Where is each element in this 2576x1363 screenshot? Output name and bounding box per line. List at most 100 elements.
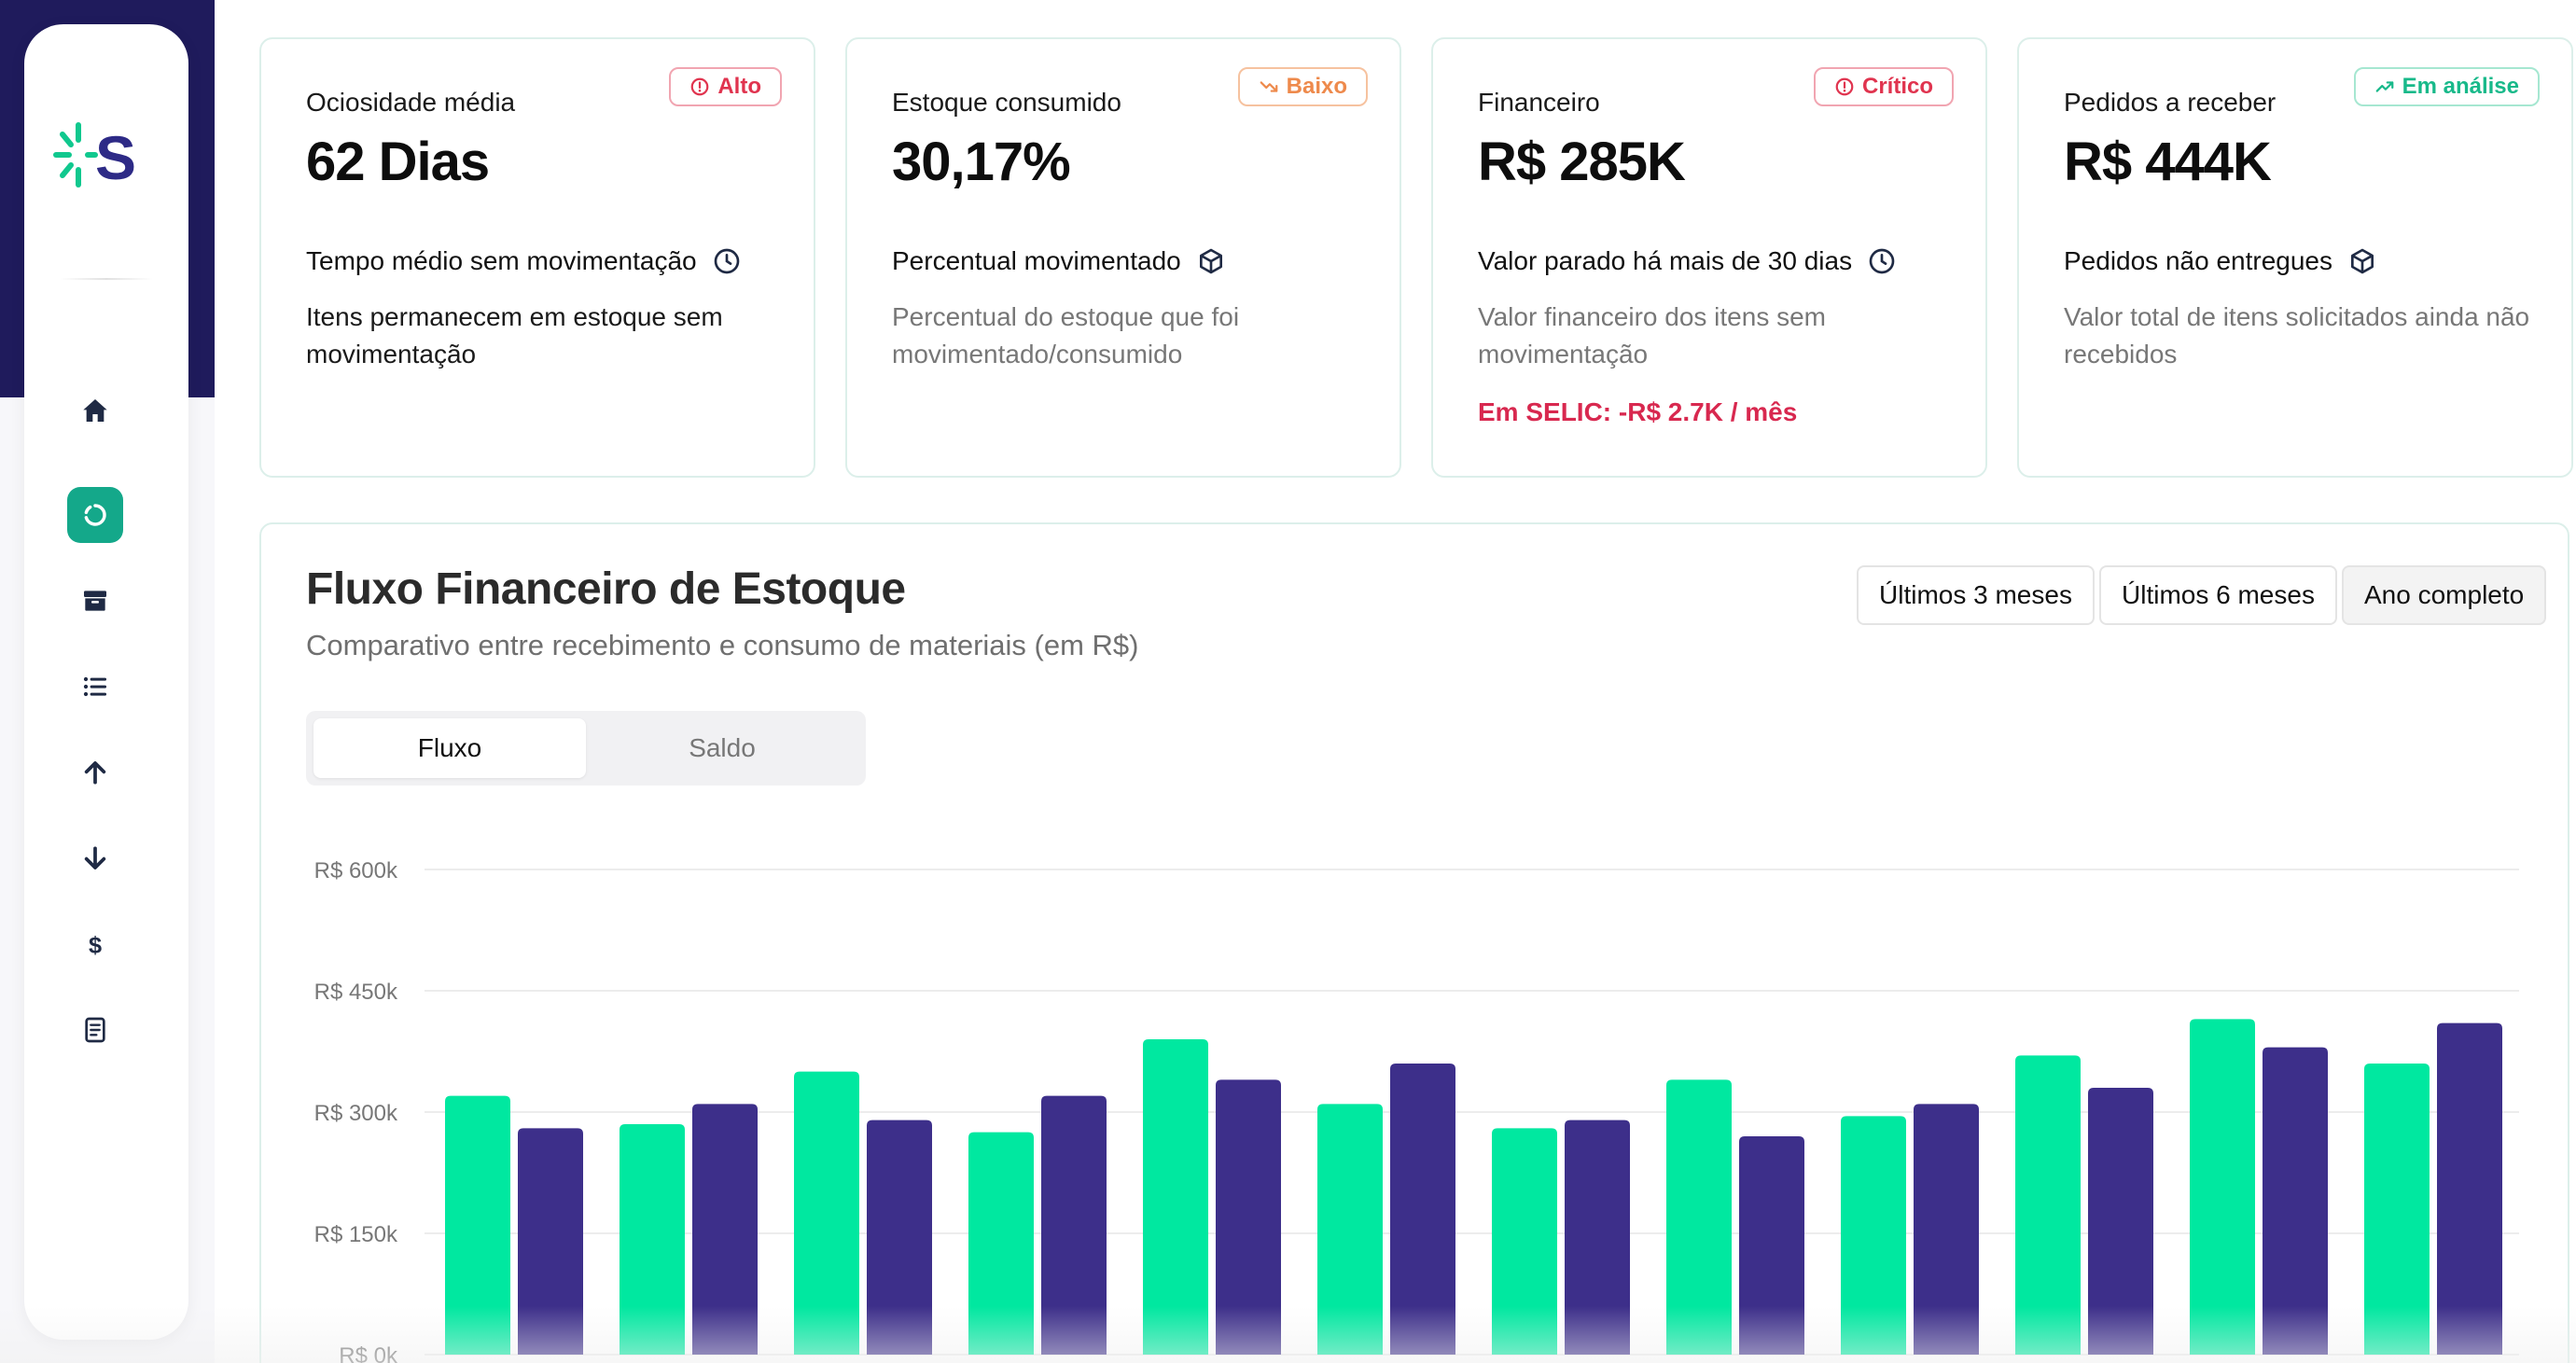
kpi-card-consumed[interactable]: Baixo Estoque consumido 30,17% Percentua…	[845, 37, 1401, 478]
kpi-value: R$ 444K	[2064, 132, 2272, 192]
circle-refresh-icon	[84, 504, 106, 526]
y-tick-label: R$ 450k	[314, 980, 398, 1005]
y-tick-label: R$ 300k	[314, 1101, 398, 1126]
chart-bar-series-1[interactable]	[1492, 1128, 1557, 1355]
kpi-subtitle-text: Percentual movimentado	[892, 246, 1181, 275]
chart-bar-series-2[interactable]	[2437, 1022, 2502, 1355]
status-badge: Em análise	[2353, 67, 2540, 106]
kpi-card-idle[interactable]: Alto Ociosidade média 62 Dias Tempo médi…	[259, 37, 815, 478]
y-tick-label: R$ 150k	[314, 1222, 398, 1247]
tab-saldo[interactable]: Saldo	[689, 733, 756, 762]
chart-bar-series-1[interactable]	[1143, 1039, 1208, 1355]
clock-icon	[1869, 248, 1895, 274]
badge-label: Baixo	[1286, 74, 1347, 99]
arrow-up-icon	[84, 761, 106, 785]
cube-icon	[1199, 248, 1222, 274]
nav-finance[interactable]: $	[67, 916, 123, 972]
chart-bar-series-1[interactable]	[620, 1124, 685, 1355]
chart-bar-series-2[interactable]	[692, 1104, 758, 1355]
badge-label: Alto	[717, 74, 761, 99]
svg-text:$: $	[89, 932, 102, 958]
trend-down-icon	[1260, 81, 1277, 92]
status-badge: Alto	[669, 67, 782, 106]
kpi-subtitle-text: Tempo médio sem movimentação	[306, 246, 697, 275]
nav-archive[interactable]	[67, 573, 123, 629]
badge-label: Em análise	[2402, 74, 2519, 99]
trend-up-icon	[2375, 81, 2393, 92]
chart-bar-series-1[interactable]	[2364, 1064, 2430, 1355]
kpi-subtitle: Pedidos não entregues	[2064, 246, 2377, 276]
chart-bar-series-1[interactable]	[1317, 1104, 1383, 1355]
clock-icon	[714, 248, 739, 274]
kpi-value: 62 Dias	[306, 132, 490, 192]
tab-fluxo[interactable]: Fluxo	[313, 718, 586, 778]
chart-bar-series-1[interactable]	[445, 1095, 510, 1355]
kpi-card-pending-orders[interactable]: Em análise Pedidos a receber R$ 444K Ped…	[2017, 37, 2573, 478]
arrow-down-icon	[84, 846, 106, 869]
chart-bar-series-2[interactable]	[1914, 1104, 1979, 1355]
view-toggle: Fluxo Saldo	[306, 711, 866, 786]
panel-title: Fluxo Financeiro de Estoque	[306, 564, 906, 614]
kpi-description: Itens permanecem em estoque sem moviment…	[306, 302, 723, 369]
kpi-description: Valor financeiro dos itens sem movimenta…	[1478, 302, 1826, 369]
range-full-year-button[interactable]: Ano completo	[2342, 565, 2547, 625]
kpi-value: 30,17%	[892, 132, 1071, 192]
logo-divider	[60, 278, 153, 280]
kpi-subtitle: Tempo médio sem movimentação	[306, 246, 742, 276]
nav-stock[interactable]	[67, 487, 123, 543]
nav-list[interactable]	[67, 659, 123, 715]
document-icon	[85, 1017, 105, 1043]
kpi-description: Valor total de itens solicitados ainda n…	[2064, 302, 2530, 369]
chart-bar-series-2[interactable]	[1041, 1095, 1107, 1355]
chart-bar-series-1[interactable]	[968, 1132, 1034, 1355]
bar-chart: R$ 0k R$ 150k R$ 300k R$ 450k R$ 600k	[314, 858, 2519, 1363]
chart-bar-series-2[interactable]	[2088, 1088, 2153, 1355]
chart-bar-series-1[interactable]	[1666, 1079, 1732, 1355]
kpi-label: Ociosidade média	[306, 88, 516, 117]
chart-bar-series-2[interactable]	[518, 1128, 583, 1355]
logo-icon: S	[53, 122, 136, 192]
chart-bar-series-2[interactable]	[1565, 1120, 1630, 1355]
kpi-subtitle-text: Pedidos não entregues	[2064, 246, 2332, 275]
status-badge: Crítico	[1813, 67, 1954, 106]
chart-bar-series-2[interactable]	[1390, 1064, 1455, 1355]
panel-subtitle: Comparativo entre recebimento e consumo …	[306, 629, 1139, 661]
kpi-card-financial[interactable]: Crítico Financeiro R$ 285K Valor parado …	[1431, 37, 1987, 478]
kpi-subtitle-text: Valor parado há mais de 30 dias	[1478, 246, 1853, 275]
alert-circle-icon	[690, 77, 709, 96]
chart-bar-series-1[interactable]	[2015, 1055, 2081, 1355]
nav-outbound[interactable]	[67, 830, 123, 886]
kpi-value: R$ 285K	[1478, 132, 1686, 192]
kpi-subtitle: Percentual movimentado	[892, 246, 1226, 276]
kpi-label: Estoque consumido	[892, 88, 1121, 117]
home-icon	[83, 399, 107, 422]
chart-bar-series-1[interactable]	[2190, 1019, 2255, 1355]
selic-cost: Em SELIC: -R$ 2.7K / mês	[1478, 397, 1798, 426]
status-badge: Baixo	[1237, 67, 1368, 106]
kpi-subtitle: Valor parado há mais de 30 dias	[1478, 246, 1897, 276]
cube-icon	[2351, 248, 2374, 274]
logo-letter: S	[95, 123, 136, 192]
kpi-label: Financeiro	[1478, 88, 1600, 117]
dollar-icon: $	[89, 932, 102, 958]
alert-circle-icon	[1835, 77, 1854, 96]
list-icon	[83, 676, 106, 697]
chart-bar-series-2[interactable]	[1739, 1136, 1804, 1355]
archive-box-icon	[84, 591, 106, 611]
kpi-description: Percentual do estoque que foi movimentad…	[892, 302, 1240, 369]
chart-bar-series-1[interactable]	[794, 1071, 859, 1355]
y-tick-label: R$ 0k	[339, 1343, 398, 1363]
app-logo[interactable]: S	[52, 118, 164, 202]
chart-bar-series-2[interactable]	[1216, 1079, 1281, 1355]
range-3-months-button[interactable]: Últimos 3 meses	[1857, 565, 2095, 625]
badge-label: Crítico	[1861, 74, 1933, 99]
chart-bar-series-2[interactable]	[2263, 1047, 2328, 1355]
nav-home[interactable]	[67, 382, 123, 438]
nav-reports[interactable]	[67, 1002, 123, 1058]
chart-bar-series-1[interactable]	[1841, 1116, 1906, 1355]
kpi-label: Pedidos a receber	[2064, 88, 2277, 117]
nav-inbound[interactable]	[67, 744, 123, 800]
chart-bar-series-2[interactable]	[867, 1120, 932, 1355]
range-6-months-button[interactable]: Últimos 6 meses	[2099, 565, 2337, 625]
sidebar: S $	[24, 24, 188, 1340]
